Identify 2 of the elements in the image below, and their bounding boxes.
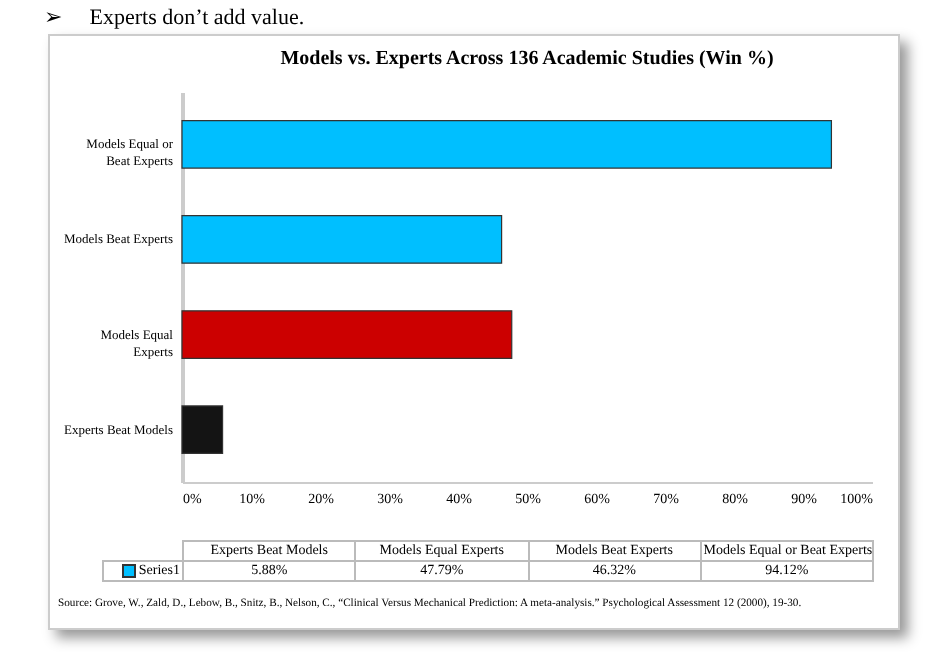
text: ➢ Experts don’t add value. xyxy=(44,4,305,30)
chart-title: Models vs. Experts Across 136 Academic Studies (Win %) xyxy=(280,48,774,70)
